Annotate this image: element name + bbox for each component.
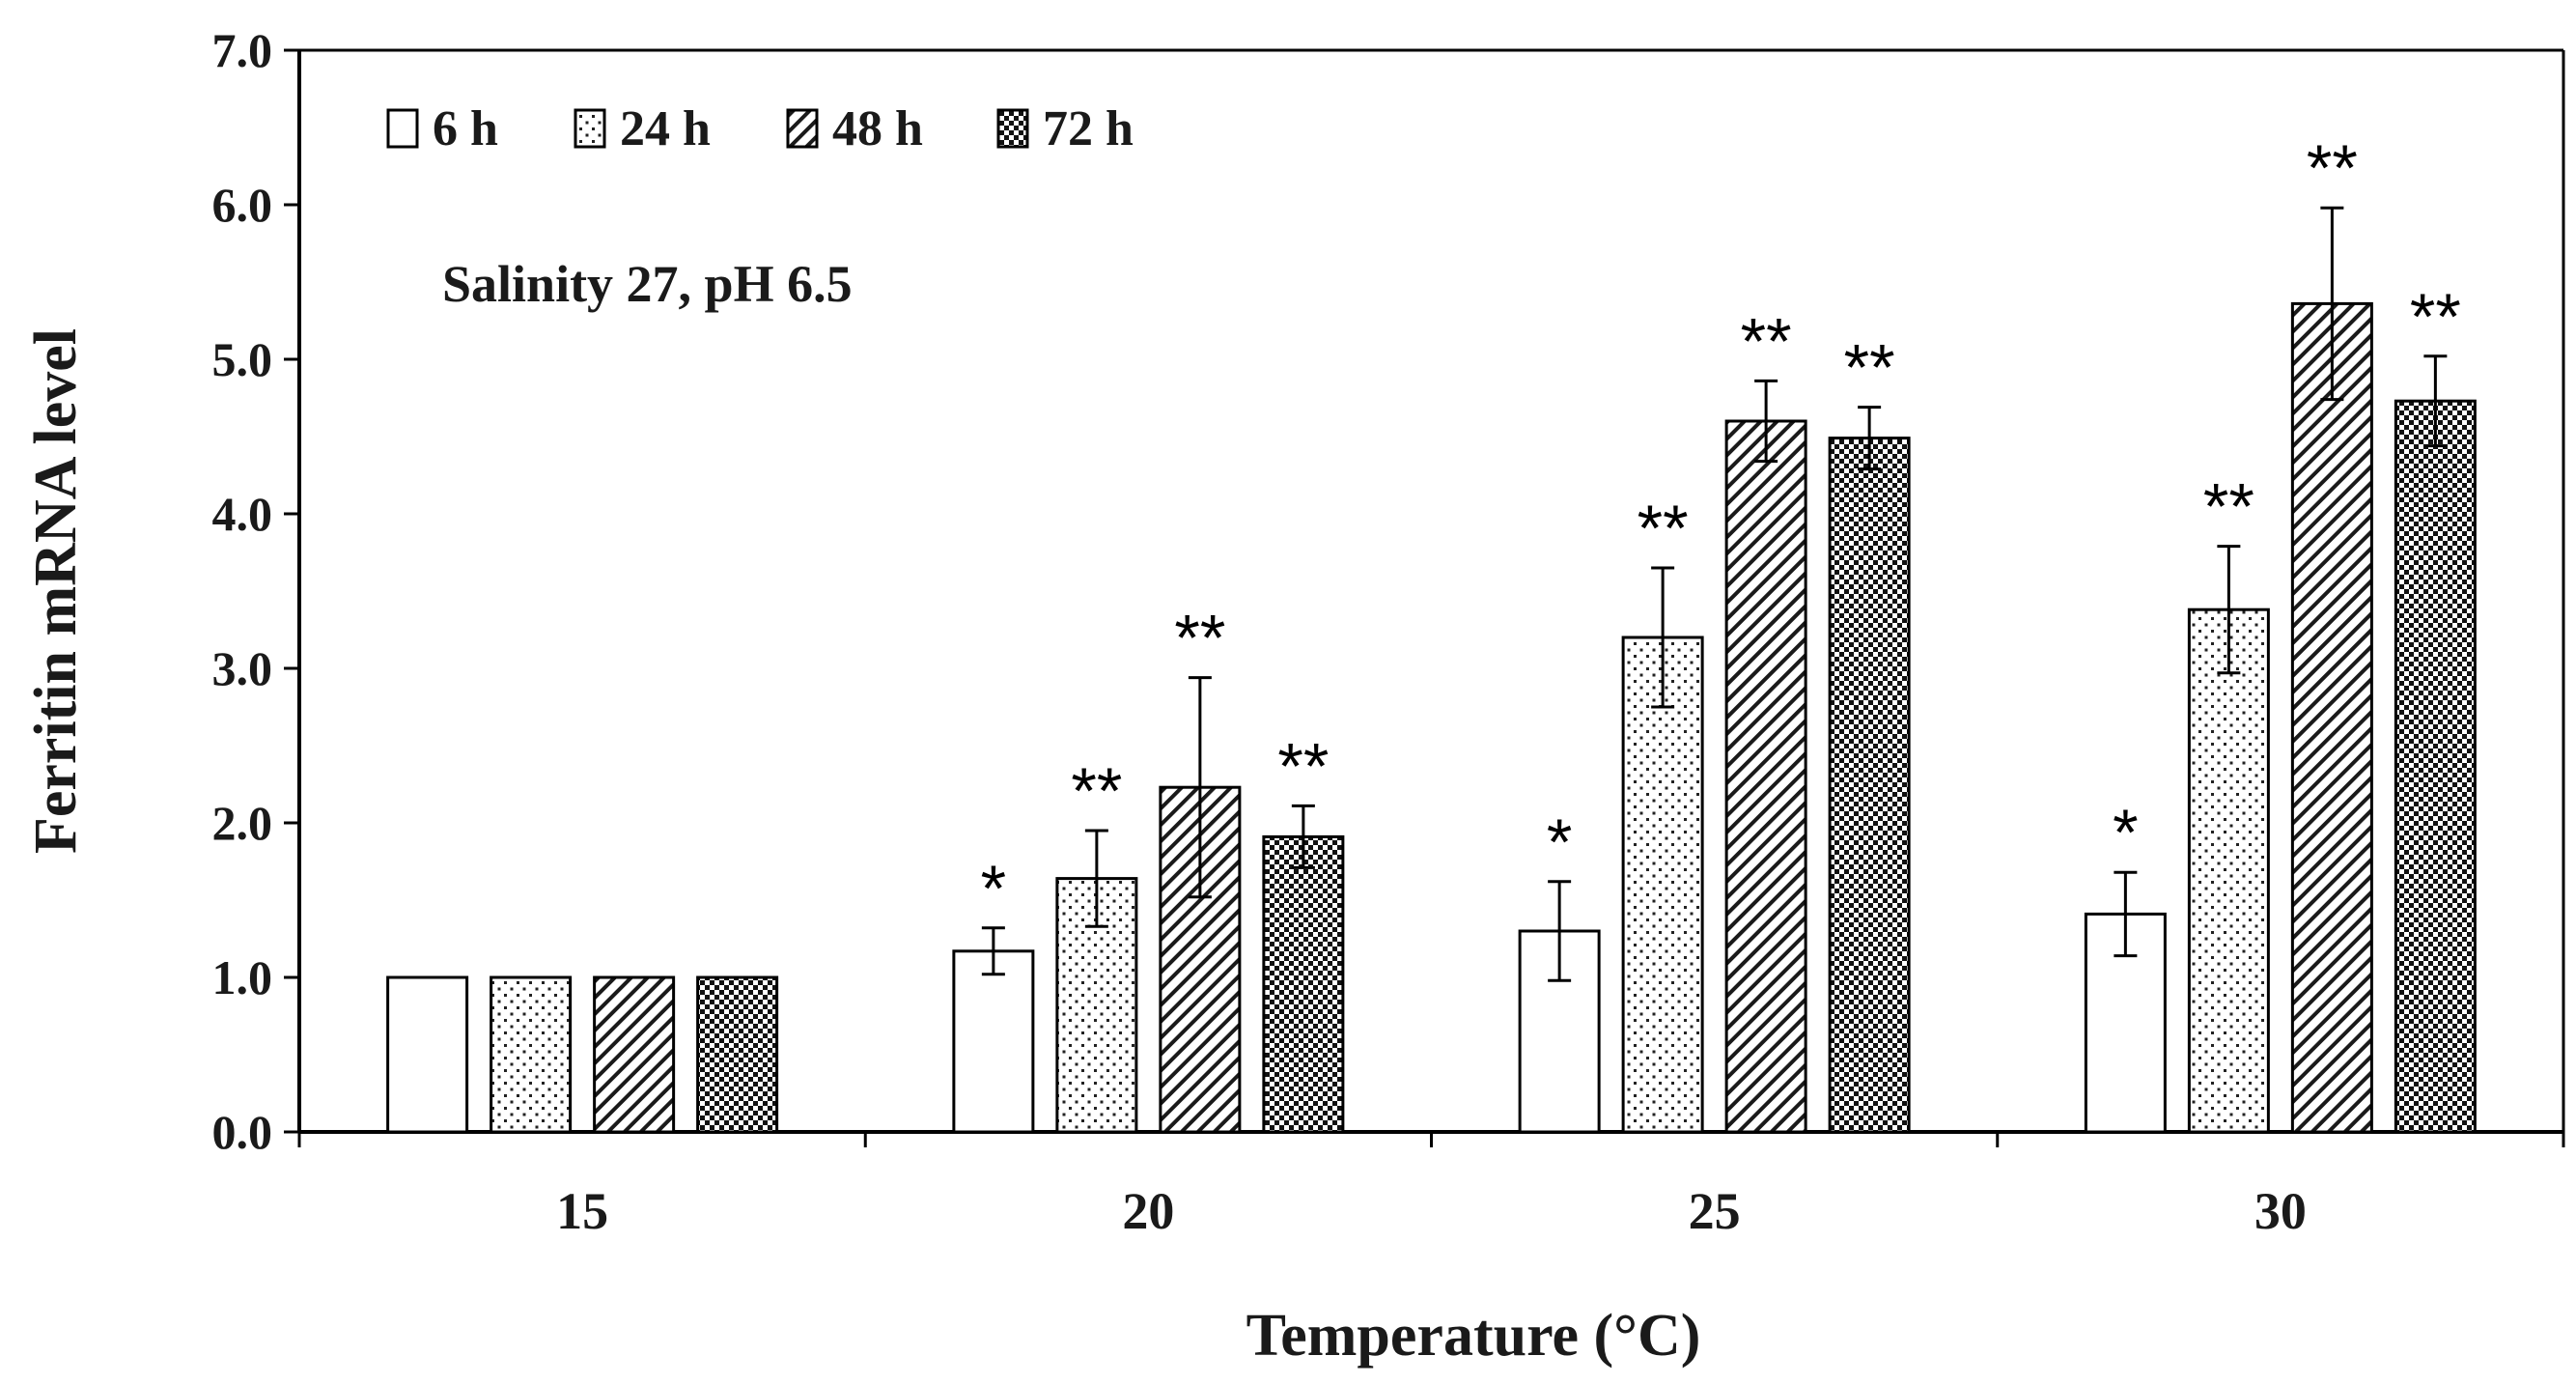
y-tick-label: 3.0 — [212, 641, 273, 695]
significance-star: ** — [1741, 304, 1792, 378]
bar-48h — [593, 975, 676, 1134]
legend-swatch-72h — [996, 108, 1029, 149]
significance-star: ** — [2203, 470, 2254, 544]
y-tick-label: 7.0 — [212, 23, 273, 77]
bar-48h — [1724, 419, 1807, 1134]
legend-swatch-6h — [386, 108, 419, 149]
y-tick-label: 4.0 — [212, 487, 273, 541]
significance-star: ** — [1174, 602, 1225, 675]
bar-72h — [2394, 399, 2477, 1134]
x-category-label: 15 — [556, 1182, 608, 1240]
y-tick-label: 6.0 — [212, 178, 273, 232]
bar-24h — [1621, 636, 1704, 1134]
significance-markers: ** ***** ************** — [981, 131, 2461, 925]
bar-48h — [2290, 301, 2373, 1134]
significance-star: ** — [1277, 729, 1329, 803]
legend-label-72h: 72 h — [1043, 101, 1134, 156]
legend: 6 h 24 h 48 h 72 h — [386, 101, 1134, 156]
condition-annotation: Salinity 27, pH 6.5 — [442, 255, 853, 313]
x-axis-title: Temperature (°C) — [1246, 1303, 1701, 1369]
y-tick-label: 0.0 — [212, 1105, 273, 1159]
x-category-label: 30 — [2254, 1182, 2307, 1240]
y-tick-label: 1.0 — [212, 950, 273, 1004]
y-axis-ticks: 0.0 1.0 2.0 3.0 4.0 5.0 6.0 7.0 — [212, 23, 299, 1159]
bar-6h — [952, 949, 1035, 1134]
significance-star: * — [981, 852, 1006, 925]
y-tick-label: 2.0 — [212, 796, 273, 850]
legend-swatch-48h — [786, 108, 819, 149]
bar-24h — [1055, 877, 1138, 1134]
legend-label-48h: 48 h — [832, 101, 923, 156]
y-tick-label: 5.0 — [212, 332, 273, 386]
significance-star: ** — [1071, 754, 1122, 828]
bar-24h — [490, 975, 573, 1134]
bar-6h — [386, 975, 469, 1134]
bar-72h — [1828, 437, 1911, 1134]
significance-star: ** — [1638, 492, 1689, 565]
bar-groups — [386, 206, 2477, 1134]
significance-star: ** — [1844, 331, 1895, 405]
significance-star: ** — [2307, 131, 2358, 205]
significance-star: ** — [2410, 280, 2461, 353]
x-category-label: 20 — [1122, 1182, 1174, 1240]
legend-label-6h: 6 h — [433, 101, 498, 156]
significance-star: * — [2113, 796, 2138, 869]
significance-star: * — [1547, 805, 1572, 879]
bar-72h — [696, 975, 779, 1134]
bar-72h — [1262, 834, 1345, 1134]
legend-label-24h: 24 h — [620, 101, 711, 156]
x-category-label: 25 — [1689, 1182, 1741, 1240]
bar-24h — [2187, 607, 2270, 1134]
legend-swatch-24h — [574, 108, 606, 149]
y-axis-title: Ferritin mRNA level — [23, 328, 89, 854]
x-axis-ticks: 15 20 25 30 — [297, 1132, 2565, 1240]
